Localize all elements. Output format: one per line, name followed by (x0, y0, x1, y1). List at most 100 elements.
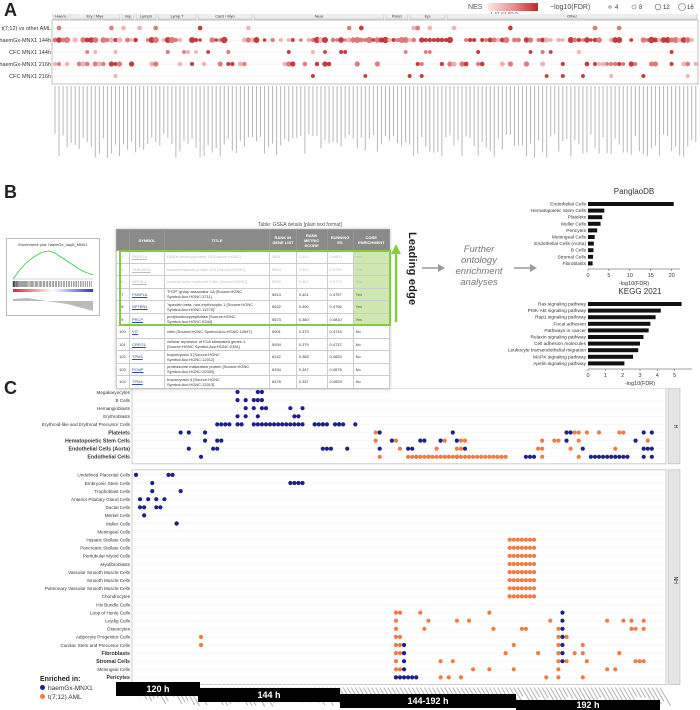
panel-a-dot (605, 61, 610, 67)
gsea-cell-sym[interactable]: CREG1 (129, 337, 165, 351)
panel-a-tick-label (683, 86, 685, 157)
panel-c-dot (186, 446, 191, 451)
panel-a-dot (92, 61, 98, 67)
panel-c-dot (235, 414, 240, 419)
panel-a-dot (186, 50, 190, 54)
panel-a-dot (544, 37, 550, 43)
bar (588, 221, 601, 226)
panel-a-dot (246, 25, 251, 31)
panel-a-tick-label (517, 86, 519, 145)
panel-c-dot (535, 651, 541, 656)
gsea-cell-score: 0.337 (295, 375, 328, 389)
panel-a-dot (472, 37, 477, 43)
panel-c-dot (613, 667, 618, 672)
gsea-cell-sym[interactable]: PCMP (129, 362, 165, 376)
panel-a-tick-label (526, 86, 528, 156)
panel-a-tick-label (215, 86, 217, 149)
panel-c-dot (511, 537, 516, 542)
gsea-cell-sym[interactable]: TPM3 (129, 350, 165, 364)
panel-c-dot (531, 537, 537, 542)
gsea-cell-sym[interactable]: VIT (129, 325, 165, 339)
panel-a-dot (576, 50, 581, 54)
panel-a-tick-label (441, 86, 443, 157)
panel-c-dot (491, 454, 496, 459)
panel-c-dot (296, 414, 301, 419)
panel-c-dot (271, 422, 277, 427)
panel-a-dot (286, 38, 291, 42)
panel-c-dot (621, 430, 626, 435)
panel-a-tick-label (691, 86, 693, 141)
bar-tick-label: 10 (627, 273, 633, 279)
panel-a-tick-label (78, 86, 80, 150)
panel-a-tick-label (82, 86, 84, 138)
panel-c-dot (276, 422, 281, 427)
panel-a-dot (648, 36, 655, 44)
panel-c-dot (341, 422, 346, 427)
panel-a-tick-label (207, 86, 209, 146)
panel-a-dot (60, 37, 66, 43)
panel-c-dot (519, 578, 524, 583)
panel-a-dot (299, 38, 303, 42)
panel-a-tick-label (457, 86, 459, 141)
panel-a-tick-label (642, 86, 644, 155)
bar-category-label: Pathways in cancer (544, 328, 586, 334)
panel-a-tick-label (630, 86, 632, 155)
panel-a-tick-label (110, 86, 112, 154)
panel-c-dot (328, 446, 334, 451)
panel-c-dot (426, 618, 431, 623)
panel-c-dot (215, 422, 220, 427)
gene-tick-label (594, 687, 602, 699)
nes-colorbar (488, 3, 538, 11)
panel-a-tick-label (618, 86, 620, 145)
panel-a-dot (253, 36, 260, 44)
panel-a-dot (669, 50, 674, 54)
panel-c-dot (527, 553, 533, 558)
panel-a-tick-label (211, 86, 213, 153)
panel-a-tick-label (332, 86, 334, 142)
panel-a-dot (684, 37, 691, 43)
panel-a-tick-label (139, 86, 141, 148)
panel-c-dot (523, 561, 529, 567)
panel-a-tick-label (352, 86, 354, 139)
panel-a-dot (451, 61, 457, 67)
panel-a-dot (415, 25, 421, 31)
panel-a-dot (113, 50, 118, 54)
panel-c-dot (154, 497, 159, 502)
group-label: Lymph (140, 14, 152, 19)
panel-a-tick-label (163, 86, 165, 135)
bar-category-label: Apelin signaling pathway (533, 361, 586, 367)
panel-a-dot (523, 37, 530, 43)
panel-a-dot (540, 50, 545, 54)
bar (588, 202, 674, 206)
bar-category-label: Leukocyte transendothelial migration (508, 348, 586, 354)
panel-a-dot (152, 36, 159, 44)
panel-c-dot (174, 521, 179, 526)
gsea-cell-sym[interactable]: TPM4 (129, 375, 165, 389)
panel-a-tick-label (340, 86, 342, 147)
panel-c-dot (438, 438, 443, 443)
bar-category-label: Fibroblasts (563, 261, 587, 267)
panel-c-dot (251, 422, 256, 427)
gene-tick-label (545, 687, 557, 705)
gene-tick-label (553, 687, 563, 701)
panel-a-dot (516, 37, 521, 43)
panel-a-dot (330, 37, 336, 43)
gsea-cell-n: 101 (116, 337, 130, 351)
panel-c-dot (507, 545, 512, 550)
panel-c-dot (596, 430, 602, 435)
bar-category-label: Ras signaling pathway (538, 302, 587, 308)
panel-a-dot (72, 37, 78, 43)
panel-a-tick-label (183, 86, 185, 141)
panel-a-tick-label (304, 86, 306, 154)
panel-a-tick-label (336, 86, 338, 143)
panel-c-row-label: Vascular Smooth Muscle Cells (68, 570, 131, 575)
panel-c-dot (251, 398, 256, 403)
bar (588, 361, 625, 366)
group-label: Imp (125, 14, 132, 19)
panel-c-row-label: Anterior Pituitary Gland Cells (71, 497, 131, 502)
gsea-row: 97 FKBP1A "FGP" group associator 1A [Sourc… (116, 287, 391, 301)
panel-c-dot (397, 642, 403, 648)
panel-a-tick-label (546, 86, 548, 158)
timeline-192h: 192 h (516, 700, 660, 710)
